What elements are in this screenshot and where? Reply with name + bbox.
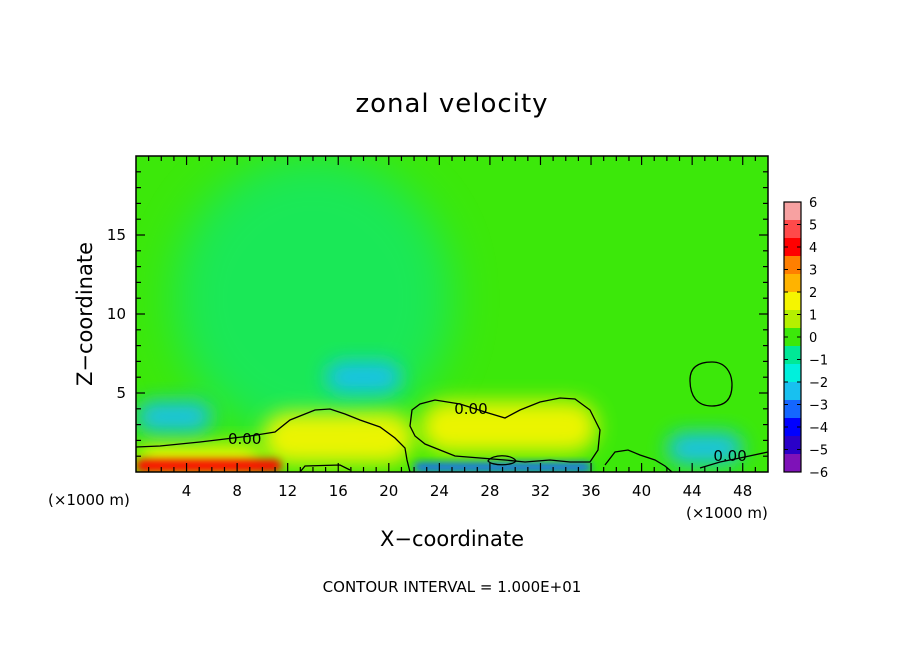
x-unit-right: (×1000 m) [686,504,768,522]
x-tick-label: 8 [232,482,242,500]
colorbar-tick-label: −3 [809,399,828,414]
colorbar-tick-label: 1 [809,309,817,324]
contour-line-right-edge [699,451,768,469]
x-tick-label: 4 [182,482,192,500]
colorbar-swatch [784,238,801,257]
velocity-field [136,156,768,472]
colorbar-swatch [784,346,801,365]
x-tick-label: 40 [632,482,651,500]
field-feature-0 [173,156,453,441]
x-tick-label: 12 [278,482,297,500]
contour-line-right-low [604,449,673,472]
contour-labels: 0.00 0.00 0.00 [228,400,747,465]
contour-line-surface [299,464,351,472]
colorbar-tick-label: 6 [809,196,817,211]
contour-line-middle [409,397,601,463]
x-tick-label: 28 [480,482,499,500]
x-tick-label: 48 [733,482,752,500]
colorbar-swatch [784,400,801,419]
x-tick-label: 44 [683,482,702,500]
colorbar-swatch [784,418,801,437]
contour-interval-note: CONTOUR INTERVAL = 1.000E+01 [323,578,582,596]
x-unit-left: (×1000 m) [48,491,130,509]
colorbar-swatch [784,292,801,311]
x-tick-label: 16 [329,482,348,500]
colorbar-swatch [784,274,801,293]
colorbar-swatch [784,436,801,455]
contour-line-circle [689,361,733,407]
colorbar-tick-label: 4 [809,241,817,256]
contour-line-pocket [487,455,517,466]
contour-label-2: 0.00 [713,447,746,465]
colorbar-swatch [784,364,801,383]
x-tick-label: 20 [379,482,398,500]
x-axis-label: X−coordinate [380,527,524,551]
colorbar: 6 5 4 3 2 1 0 −1 −2 −3 −4 −5 −6 [783,196,828,481]
colorbar-tick-label: −4 [809,421,828,436]
x-tick-label: 24 [430,482,449,500]
contour-label-1: 0.00 [454,400,487,418]
field-feature-4 [136,400,212,433]
field-feature-2 [262,411,415,465]
field-feature-5 [325,361,402,393]
colorbar-swatch [784,310,801,329]
zero-contour-lines [136,361,768,472]
chart-title: zonal velocity [355,89,548,119]
colorbar-tick-label: 0 [809,331,817,346]
colorbar-tick-label: 2 [809,286,817,301]
contour-label-0: 0.00 [228,430,261,448]
field-feature-1 [420,400,598,454]
colorbar-swatch [784,454,801,473]
colorbar-tick-label: −6 [809,466,828,481]
colorbar-tick-label: −2 [809,376,828,391]
x-axis-ticks: 4 8 12 16 20 24 28 32 36 40 44 48 [148,156,756,500]
y-tick-label: 15 [107,226,126,244]
field-feature-6 [666,432,743,465]
colorbar-tick-label: 3 [809,264,817,279]
colorbar-swatch [784,256,801,275]
y-tick-label: 5 [116,384,126,402]
contour-line-lower [136,408,411,472]
y-tick-label: 10 [107,305,126,323]
colorbar-tick-label: 5 [809,219,817,234]
x-tick-label: 32 [531,482,550,500]
y-axis-ticks: 5 10 15 [107,171,768,457]
field-feature-7 [136,459,282,472]
colorbar-tick-label: −5 [809,444,828,459]
colorbar-tick-label: −1 [809,354,828,369]
colorbar-swatch [784,202,801,221]
y-axis-label: Z−coordinate [73,242,97,386]
colorbar-swatch [784,220,801,239]
x-tick-label: 36 [581,482,600,500]
colorbar-swatch [784,328,801,347]
colorbar-swatch [784,382,801,401]
